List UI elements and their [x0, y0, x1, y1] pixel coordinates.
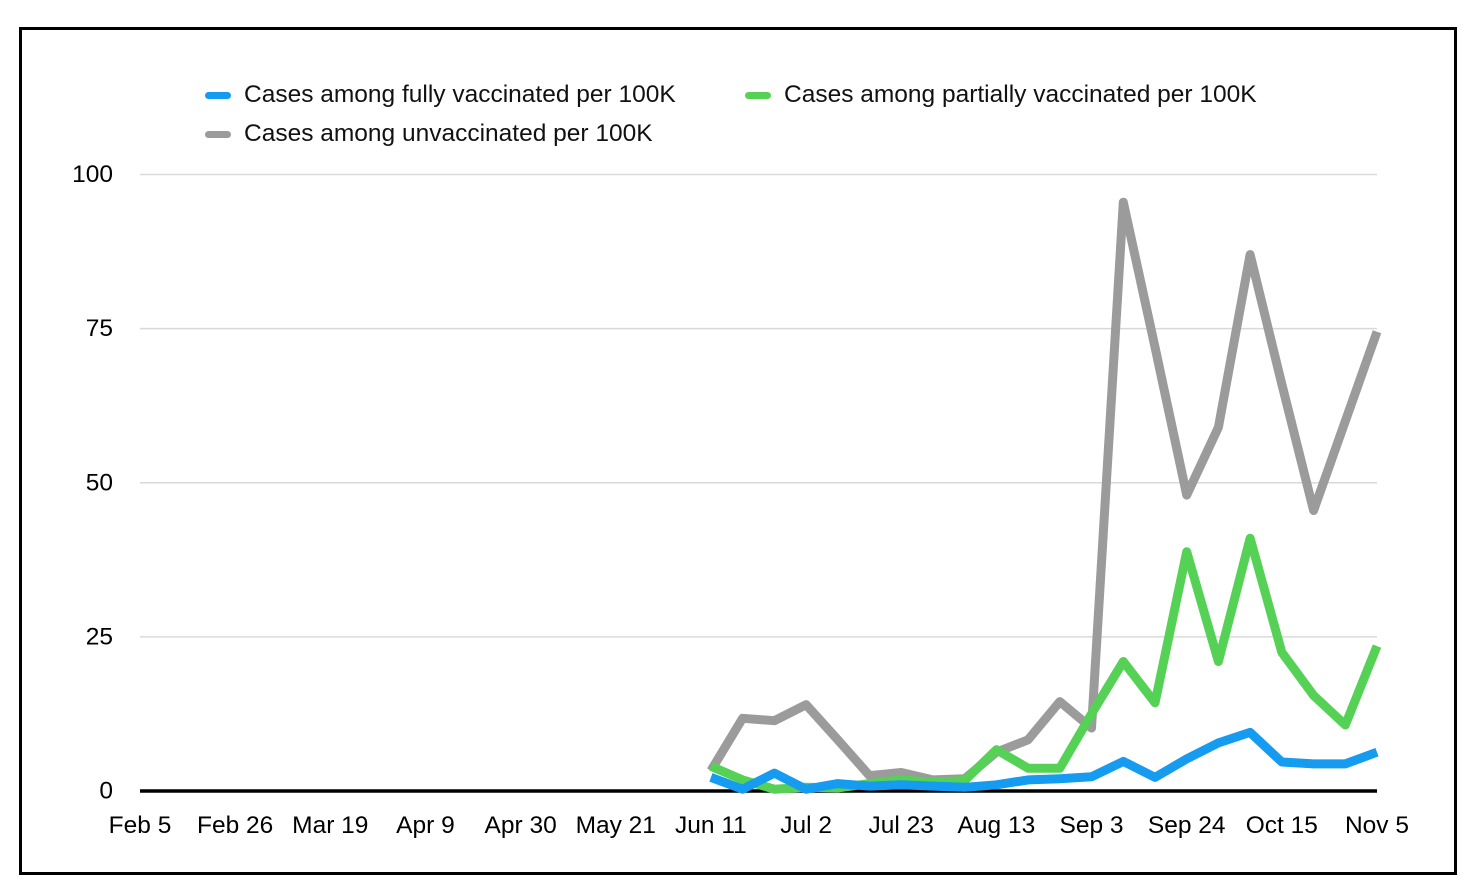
x-axis-tick-label: Mar 19 — [292, 812, 368, 839]
x-axis-tick-label: Jul 2 — [780, 812, 832, 839]
y-axis-tick-label: 25 — [86, 623, 113, 650]
legend-swatch-unvaccinated-icon — [205, 130, 231, 138]
x-axis-tick-label: Sep 24 — [1148, 812, 1226, 839]
y-axis-tick-label: 0 — [99, 778, 113, 805]
legend-item-partially-vaccinated: Cases among partially vaccinated per 100… — [745, 80, 1257, 110]
y-axis-tick-label: 100 — [72, 161, 113, 188]
x-axis-tick-label: Nov 5 — [1345, 812, 1409, 839]
x-axis-tick-label: Aug 13 — [958, 812, 1036, 839]
x-axis-tick-label: Apr 30 — [485, 812, 557, 839]
legend: Cases among fully vaccinated per 100K Ca… — [0, 0, 1480, 160]
x-axis-tick-label: Sep 3 — [1060, 812, 1124, 839]
legend-item-fully-vaccinated: Cases among fully vaccinated per 100K — [205, 80, 676, 110]
legend-label-fully-vaccinated: Cases among fully vaccinated per 100K — [244, 81, 676, 108]
x-axis-tick-label: Jun 11 — [675, 812, 747, 839]
x-axis-tick-label: Feb 26 — [197, 812, 273, 839]
x-axis-tick-label: May 21 — [576, 812, 656, 839]
legend-item-unvaccinated: Cases among unvaccinated per 100K — [205, 119, 653, 149]
x-axis-tick-label: Jul 23 — [869, 812, 934, 839]
legend-label-unvaccinated: Cases among unvaccinated per 100K — [244, 120, 653, 147]
x-axis-tick-label: Apr 9 — [396, 812, 455, 839]
series-line-fully-vaccinated — [709, 727, 1379, 794]
y-axis-tick-label: 75 — [86, 315, 113, 342]
series-line-unvaccinated — [707, 197, 1382, 785]
y-axis-tick-label: 50 — [86, 469, 113, 496]
x-axis-tick-label: Oct 15 — [1246, 812, 1318, 839]
chart-frame — [19, 27, 1457, 875]
legend-swatch-partially-vaccinated-icon — [745, 91, 771, 99]
x-axis-tick-label: Feb 5 — [109, 812, 172, 839]
legend-swatch-fully-vaccinated-icon — [205, 91, 231, 99]
legend-label-partially-vaccinated: Cases among partially vaccinated per 100… — [784, 81, 1257, 108]
